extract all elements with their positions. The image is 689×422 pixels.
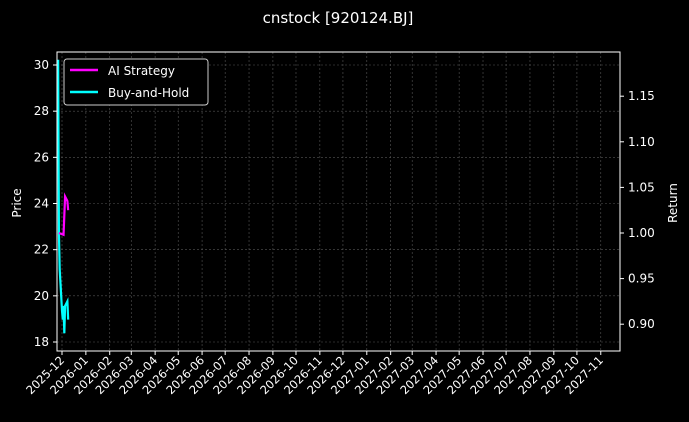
legend-label-ai-strategy: AI Strategy bbox=[108, 64, 175, 78]
series-line-ai-strategy bbox=[58, 192, 70, 237]
y-tick-label-right: 1.00 bbox=[628, 226, 655, 240]
plot-frame bbox=[56, 51, 621, 352]
y-tick-label-left: 26 bbox=[34, 150, 49, 164]
y-tick-label-left: 20 bbox=[34, 289, 49, 303]
legend-label-buy-and-hold: Buy-and-Hold bbox=[108, 86, 189, 100]
y-axis-left-label: Price bbox=[10, 188, 24, 217]
series-line-buy-and-hold bbox=[57, 59, 70, 334]
y-tick-label-left: 18 bbox=[34, 335, 49, 349]
y-tick-label-right: 1.05 bbox=[628, 180, 655, 194]
y-tick-label-left: 28 bbox=[34, 104, 49, 118]
y-tick-label-right: 0.90 bbox=[628, 317, 655, 331]
y-tick-label-right: 0.95 bbox=[628, 272, 655, 286]
y-tick-label-left: 22 bbox=[34, 243, 49, 257]
chart-title: cnstock [920124.BJ] bbox=[263, 9, 414, 27]
y-tick-label-right: 1.10 bbox=[628, 135, 655, 149]
legend: AI Strategy Buy-and-Hold bbox=[63, 58, 209, 106]
y-tick-label-right: 1.15 bbox=[628, 89, 655, 103]
y-tick-label-left: 30 bbox=[34, 58, 49, 72]
y-axis-right-label: Return bbox=[666, 183, 680, 223]
y-tick-label-left: 24 bbox=[34, 197, 49, 211]
